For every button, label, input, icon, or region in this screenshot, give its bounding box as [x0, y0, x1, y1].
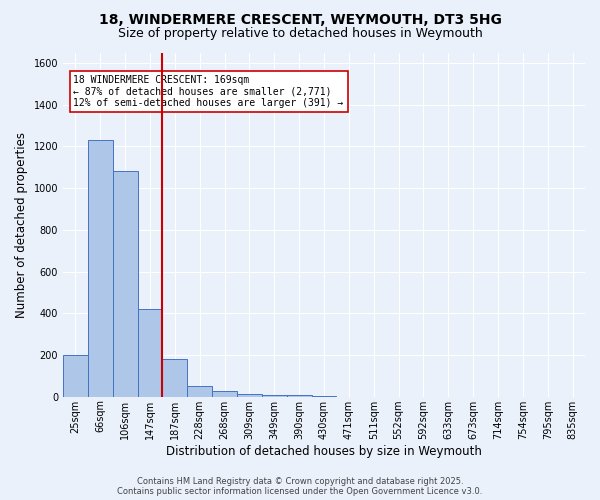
Text: 18 WINDERMERE CRESCENT: 169sqm
← 87% of detached houses are smaller (2,771)
12% : 18 WINDERMERE CRESCENT: 169sqm ← 87% of … [73, 75, 344, 108]
Y-axis label: Number of detached properties: Number of detached properties [15, 132, 28, 318]
Bar [237, 394, 262, 396]
X-axis label: Distribution of detached houses by size in Weymouth: Distribution of detached houses by size … [166, 444, 482, 458]
Bar [262, 394, 287, 396]
Bar [137, 309, 163, 396]
Bar [63, 355, 88, 397]
Bar [113, 172, 137, 396]
Bar [212, 392, 237, 396]
Bar [88, 140, 113, 396]
Text: 18, WINDERMERE CRESCENT, WEYMOUTH, DT3 5HG: 18, WINDERMERE CRESCENT, WEYMOUTH, DT3 5… [98, 12, 502, 26]
Text: Contains HM Land Registry data © Crown copyright and database right 2025.
Contai: Contains HM Land Registry data © Crown c… [118, 476, 482, 496]
Bar [163, 359, 187, 397]
Bar [287, 395, 311, 396]
Text: Size of property relative to detached houses in Weymouth: Size of property relative to detached ho… [118, 28, 482, 40]
Bar [187, 386, 212, 396]
